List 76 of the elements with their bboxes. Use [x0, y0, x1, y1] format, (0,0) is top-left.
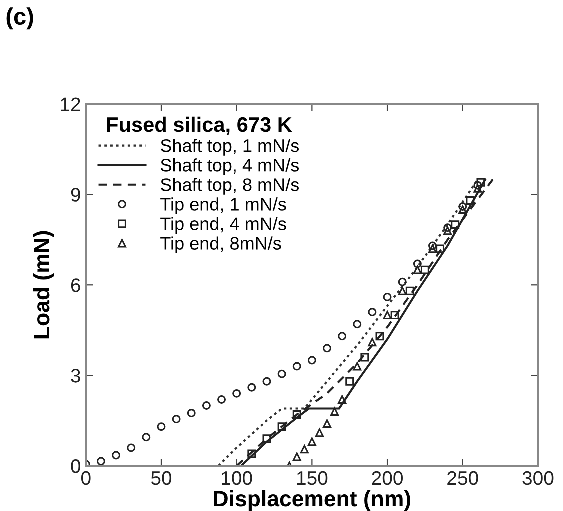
- x-tick-label: 50: [151, 471, 172, 486]
- y-tick-label: 0: [71, 460, 81, 474]
- point: [157, 422, 166, 432]
- x-tick-label: 200: [372, 471, 403, 486]
- point: [476, 178, 486, 187]
- point: [458, 206, 468, 214]
- point: [202, 401, 211, 410]
- point: [466, 196, 475, 205]
- x-tick-label: 100: [222, 471, 252, 486]
- x-tick-label: 250: [448, 471, 478, 486]
- y-tick-label: 9: [71, 188, 80, 202]
- point: [292, 452, 302, 462]
- point: [436, 244, 445, 254]
- point: [413, 266, 422, 274]
- y-tick-label: 6: [71, 278, 80, 292]
- legend-label: Tip end, 8mN/s: [160, 236, 282, 254]
- point: [330, 408, 340, 416]
- point: [338, 332, 347, 341]
- legend-label: Shaft top, 8 mN/s: [160, 178, 300, 195]
- point: [420, 266, 430, 274]
- point: [142, 433, 151, 442]
- point: [96, 457, 106, 466]
- point: [383, 311, 392, 320]
- point: [398, 286, 407, 296]
- point: [390, 311, 400, 320]
- legend-label: Tip end, 1 mN/s: [160, 198, 286, 214]
- point: [323, 344, 332, 353]
- y-tick-label: 3: [71, 369, 80, 383]
- x-tick-label: 150: [297, 471, 328, 486]
- point: [248, 450, 256, 458]
- point: [346, 377, 354, 386]
- point: [112, 451, 121, 460]
- point: [353, 320, 362, 329]
- point: [458, 202, 468, 211]
- point: [262, 377, 272, 386]
- point: [376, 332, 384, 341]
- point: [451, 220, 460, 230]
- point: [292, 410, 302, 420]
- x-axis-title: Displacement (nm): [214, 490, 410, 511]
- chart-title: (c): [6, 8, 34, 30]
- legend-label: Shaft top, 1 mN/s: [160, 139, 300, 156]
- point: [323, 420, 332, 428]
- point: [444, 226, 452, 236]
- x-tick-label: 300: [522, 471, 554, 486]
- point: [308, 356, 316, 365]
- legend-label: Tip end, 4 mN/s: [160, 217, 286, 234]
- point: [292, 362, 302, 371]
- point: [360, 353, 370, 362]
- legend-label: Shaft top, 4 mN/s: [160, 158, 300, 176]
- point: [383, 292, 392, 302]
- point: [406, 286, 414, 296]
- point: [368, 338, 377, 347]
- point: [232, 389, 242, 398]
- point: [353, 362, 362, 371]
- x-tick-label: 0: [81, 471, 91, 486]
- point: [428, 244, 437, 254]
- point: [398, 278, 407, 286]
- y-tick-label: 12: [61, 98, 80, 112]
- point: [308, 438, 316, 446]
- point: [218, 395, 226, 404]
- point: [413, 260, 422, 268]
- point: [428, 242, 437, 250]
- point: [300, 445, 309, 454]
- point: [127, 444, 136, 452]
- point: [368, 308, 377, 317]
- legend-title: Fused silica, 673 K: [107, 116, 292, 136]
- point: [278, 370, 286, 378]
- y-axis-title: Load (mN): [33, 231, 54, 339]
- point: [262, 434, 272, 444]
- point: [315, 428, 324, 438]
- point: [444, 224, 452, 232]
- point: [338, 395, 347, 404]
- point: [187, 409, 196, 418]
- point: [172, 415, 181, 424]
- point: [278, 422, 286, 432]
- point: [248, 383, 256, 392]
